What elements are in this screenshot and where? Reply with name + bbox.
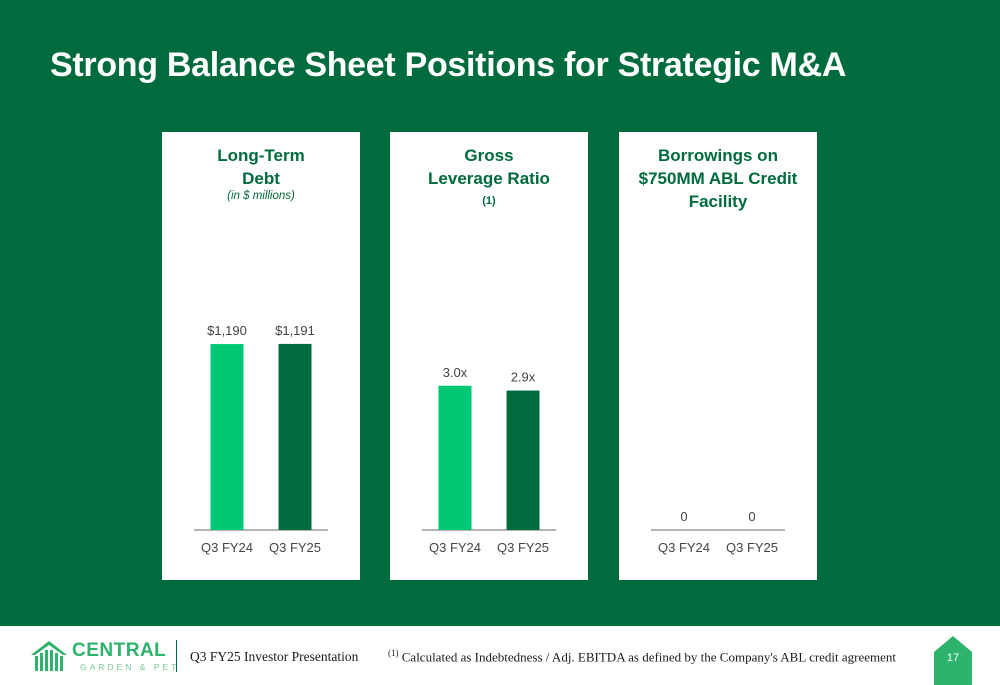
page-number: 17 (946, 652, 960, 664)
chart-panel-gross-leverage: Gross Leverage Ratio (1) 3.0x Q3 FY24 2.9x… (390, 132, 588, 580)
data-label: 0 (680, 509, 687, 524)
footnote-marker: (1) (482, 195, 496, 207)
data-label: 0 (748, 509, 755, 524)
presentation-name: Q3 FY25 Investor Presentation (190, 649, 359, 664)
bar-q3-fy24 (210, 344, 244, 530)
logo-tagline: GARDEN & PET (80, 662, 180, 672)
footer-divider (176, 640, 177, 672)
chart-title-text: Gross Leverage Ratio (428, 146, 550, 188)
x-tick-label: Q3 FY24 (201, 540, 253, 555)
slide-title: Strong Balance Sheet Positions for Strat… (50, 46, 847, 84)
footnote: (1) Calculated as Indebtedness / Adj. EB… (388, 648, 896, 665)
bar-q3-fy24 (438, 385, 472, 530)
long-term-debt-chart: $1,190 Q3 FY24 $1,191 Q3 FY25 (194, 323, 328, 555)
x-tick-label: Q3 FY25 (497, 540, 549, 555)
bar-q3-fy25 (506, 390, 540, 530)
footnote-marker: (1) (388, 648, 399, 658)
data-label: 2.9x (511, 370, 536, 385)
chart-title-text: Long-Term Debt (217, 146, 305, 188)
bar-q3-fy25 (278, 343, 312, 530)
chart-title-abl-borrowings: Borrowings on $750MM ABL Credit Facility (619, 144, 817, 213)
x-tick-label: Q3 FY25 (269, 540, 321, 555)
x-tick-label: Q3 FY24 (429, 540, 481, 555)
chart-subtitle: (in $ millions) (227, 190, 295, 202)
chart-title-gross-leverage: Gross Leverage Ratio (1) (390, 144, 588, 217)
chart-panel-abl-borrowings: Borrowings on $750MM ABL Credit Facility… (619, 132, 817, 580)
house-logo-icon (31, 641, 67, 671)
logo-name: CENTRAL (72, 640, 167, 661)
gross-leverage-chart: 3.0x Q3 FY24 2.9x Q3 FY25 (422, 365, 556, 555)
chart-title-text: Borrowings on $750MM ABL Credit Facility (638, 146, 798, 211)
page-badge-icon (934, 636, 972, 685)
chart-title-long-term-debt: Long-Term Debt (162, 144, 360, 190)
x-tick-label: Q3 FY24 (658, 540, 710, 555)
footnote-text: Calculated as Indebtedness / Adj. EBITDA… (401, 649, 897, 665)
chart-panel-long-term-debt: Long-Term Debt (in $ millions) $1,190 Q3 … (162, 132, 360, 580)
data-label: $1,191 (275, 323, 315, 338)
footer: CENTRAL GARDEN & PET Q3 FY25 Investor Pr… (0, 626, 1000, 685)
data-label: 3.0x (443, 365, 468, 380)
x-tick-label: Q3 FY25 (726, 540, 778, 555)
data-label: $1,190 (207, 323, 247, 338)
abl-borrowings-chart: 0 Q3 FY24 0 Q3 FY25 (651, 509, 785, 555)
